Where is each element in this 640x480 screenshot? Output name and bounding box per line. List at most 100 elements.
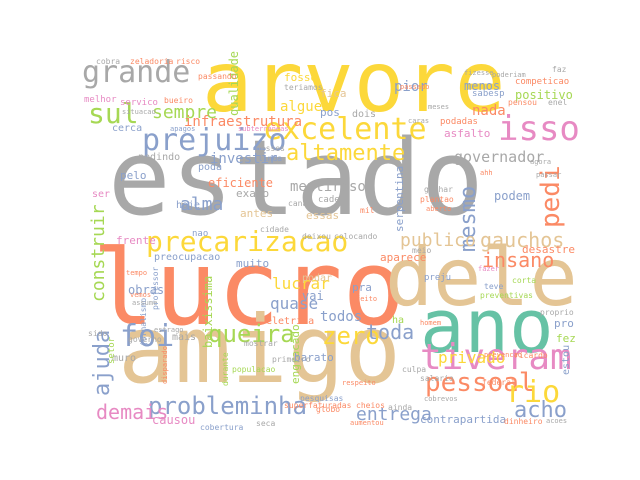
word-pior: pior [394, 79, 428, 95]
word-frente: frente [116, 234, 156, 247]
word-pessoal: pessoal [425, 368, 535, 398]
word-enel: enel [548, 98, 568, 107]
word-dinheiro: dinheiro [504, 417, 543, 426]
word-qualidade: qualidade [227, 50, 241, 116]
word-mais: mais [172, 332, 197, 343]
word-vemos: vemos [130, 291, 152, 299]
word-zeladoria: zeladoria [130, 57, 174, 66]
word-lucro: lucro [92, 227, 406, 349]
word-cidade: cidade [260, 225, 289, 234]
word-fez: fez [556, 332, 576, 345]
word-gauchos: gauchos [480, 228, 565, 252]
word-cobra: cobra [96, 57, 121, 66]
word-passando: passando [198, 72, 237, 81]
word-arvore: arvore [202, 33, 506, 131]
word-asfalto: asfalto [444, 127, 491, 140]
word-acho: acho [514, 398, 567, 423]
word-toda: toda [366, 320, 415, 344]
word-subterraneas: subterraneas [238, 125, 289, 133]
word-barato: barato [294, 351, 334, 364]
word-fica: fica [320, 87, 347, 100]
word-todos: todos [320, 309, 363, 325]
word-populacao: populacao [232, 365, 276, 374]
word-essas: essas [306, 209, 340, 222]
word-bueiro: bueiro [164, 96, 193, 105]
word-tiveram: tiveram [420, 337, 572, 378]
word-hoje: hoje [176, 200, 201, 211]
word-causou: causou [152, 413, 196, 427]
word-altamente: altamente [286, 141, 406, 166]
word-meses: meses [428, 103, 450, 111]
word-salario: salario [420, 374, 454, 383]
word-prevencao: prevencao [484, 351, 522, 359]
word-estrago: estrago [154, 326, 184, 334]
word-pesquisas: pesquisas [300, 394, 344, 403]
word-precarizacao: precarizacao [146, 225, 349, 258]
word-exato: exato [236, 187, 270, 200]
word-pro: pro [554, 317, 574, 330]
word-zero: zero [322, 322, 380, 350]
word-eletrica: eletrica [266, 316, 315, 327]
word-situacao: situacao [122, 108, 156, 116]
word-quase: quase [270, 294, 319, 313]
word-dois: dois [352, 109, 377, 120]
word-passar: passar [536, 171, 562, 179]
word-pensou: pensou [508, 98, 537, 107]
word-estado: estado [108, 117, 484, 239]
word-desses: desses [256, 144, 285, 153]
word-podar: podar [302, 273, 333, 284]
word-pos: pos [320, 106, 340, 119]
word-ahh: ahh [480, 169, 493, 177]
word-servico: servico [120, 98, 158, 108]
word-mil: mil [360, 206, 375, 215]
word-prejuizo: prejuizo [142, 123, 287, 158]
word-pedindo: pedindo [138, 152, 181, 163]
word-teriamos: teriamos [284, 83, 323, 92]
word-proprio: proprio [540, 308, 574, 317]
word-federal: federal [482, 378, 516, 387]
word-contrapartida: contrapartida [420, 413, 507, 426]
word-faz: faz [552, 65, 567, 74]
word-sido: sido [88, 329, 108, 338]
word-sul: sul [88, 97, 139, 130]
word-foi: foi [120, 319, 175, 354]
word-primeiro: primeiro [272, 355, 311, 364]
word-cade: cade [318, 195, 340, 205]
word-acoes: acoes [546, 417, 568, 425]
word-aumentou: aumentou [350, 419, 384, 427]
word-rio: rio [506, 375, 561, 410]
word-muro: muro [112, 353, 137, 364]
word-sempre: sempre [152, 102, 218, 123]
word-probleminha: probleminha [148, 392, 307, 420]
word-alguem: alguem [280, 99, 331, 115]
word-ricardo: ricardo [514, 351, 548, 360]
word-menos: menos [464, 79, 501, 93]
word-governador: governador [454, 148, 545, 166]
word-agora: agora [530, 158, 552, 166]
word-competicao: competicao [515, 77, 570, 87]
word-apagos: apagos [170, 125, 196, 133]
word-preocupacao: preocupacao [154, 252, 221, 263]
word-baixissima: baixissima [201, 275, 215, 348]
word-corta: corta [512, 276, 537, 285]
word-vai: vai [302, 289, 324, 303]
word-eficiente: eficiente [208, 176, 274, 190]
word-colocando: colocando [334, 232, 378, 241]
word-fazer: fazer [478, 265, 500, 273]
word-dele: dele [385, 231, 578, 324]
word-alma: alma [180, 194, 224, 215]
word-melhor: melhor [84, 95, 117, 105]
word-setor: setor [107, 336, 117, 364]
word-ha: ha [392, 315, 405, 326]
word-amigo: amigo [118, 296, 401, 405]
word-desastre: desastre [522, 243, 575, 256]
word-publico: publico [400, 230, 476, 251]
word-ainda: ainda [388, 403, 413, 412]
word-excelente: excelente [264, 112, 427, 147]
word-pra: pra [352, 281, 372, 294]
word-pelo: pelo [120, 169, 147, 182]
word-homem: homem [420, 319, 442, 327]
word-podem: podem [494, 189, 531, 203]
word-ano: ano [420, 284, 554, 370]
word-ganhar: ganhar [424, 185, 453, 194]
